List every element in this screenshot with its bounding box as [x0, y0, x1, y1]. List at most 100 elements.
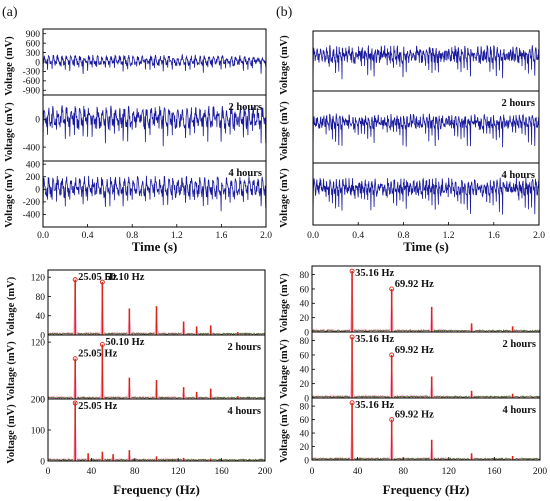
y-tick-label: 0 [40, 395, 45, 405]
y-axis-label: Voltage (mV) [6, 404, 17, 464]
y-axis-label: Voltage (mV) [4, 36, 15, 96]
peak-marker [72, 356, 78, 362]
x-axis-label: Frequency (Hz) [383, 482, 470, 497]
y-tick-label: 0 [35, 116, 40, 126]
peak-marker [349, 268, 355, 274]
peak-annotation: 25.05 Hz [78, 349, 117, 360]
subplot-note: 4 hours [502, 405, 536, 416]
y-tick-label: 400 [26, 160, 41, 170]
peak-annotation: 69.92 Hz [395, 345, 434, 356]
time-signal-trace [42, 175, 267, 214]
y-axis-label: Voltage (mV) [279, 168, 290, 228]
y-tick-label: 0 [304, 394, 309, 404]
peak-marker [389, 352, 395, 358]
y-tick-label: 20 [300, 380, 310, 390]
y-tick-label: 60 [300, 285, 310, 295]
y-axis-label: Voltage (mV) [279, 101, 290, 161]
y-tick-label: 600 [26, 39, 41, 49]
x-tick-label: 0.0 [37, 231, 49, 241]
y-axis-label: Voltage (mV) [4, 168, 15, 228]
x-tick-label: 80 [398, 467, 408, 477]
y-tick-label: 200 [31, 395, 46, 405]
y-tick-label: 40 [36, 312, 46, 322]
peak-marker [349, 400, 355, 406]
x-axis-label: Time (s) [403, 239, 449, 254]
y-tick-label: 0 [35, 58, 40, 68]
y-tick-label: -600 [23, 77, 41, 87]
panel-label-a: (a) [2, 5, 18, 20]
subplot-note: 4 hours [228, 168, 262, 179]
y-tick-label: 60 [300, 416, 310, 426]
x-tick-label: 200 [258, 467, 273, 477]
time-signal-trace [312, 44, 540, 83]
subplot-note: 4 hours [227, 406, 261, 417]
peak-annotation: 25.05 Hz [78, 401, 117, 412]
subplot-note: 2 hours [227, 342, 261, 353]
subplot-note: 2 hours [501, 98, 535, 109]
subplot-frame [312, 162, 540, 226]
y-axis-label: Voltage (mV) [6, 341, 17, 401]
y-tick-label: 40 [300, 366, 310, 376]
y-tick-label: 0 [35, 186, 40, 196]
y-tick-label: 0 [304, 456, 309, 466]
y-tick-label: -400 [23, 211, 41, 221]
x-tick-label: 40 [353, 467, 363, 477]
peak-marker [99, 342, 105, 347]
y-tick-label: 0 [40, 457, 45, 467]
x-tick-label: 120 [171, 467, 186, 477]
y-tick-label: 900 [26, 30, 41, 40]
x-axis-label: Frequency (Hz) [113, 482, 200, 497]
spectrum-floor [312, 394, 540, 398]
peak-marker [99, 279, 105, 285]
y-tick-label: 80 [300, 337, 310, 347]
y-tick-label: 100 [31, 426, 46, 436]
y-tick-label: 120 [31, 338, 46, 348]
x-axis-label: Time (s) [132, 239, 178, 254]
x-tick-label: 1.6 [215, 231, 227, 241]
y-tick-label: 120 [31, 274, 46, 284]
x-tick-label: 2.0 [533, 231, 545, 241]
y-tick-label: 200 [26, 173, 41, 183]
time-signal-trace [42, 53, 267, 75]
subplot-frame [42, 160, 267, 228]
y-tick-label: 20 [300, 314, 310, 324]
peak-annotation: 25.05 Hz [78, 272, 117, 283]
x-tick-label: 1.2 [443, 231, 455, 241]
x-tick-label: 1.6 [488, 231, 500, 241]
panel-label-b: (b) [276, 5, 293, 20]
y-tick-label: -400 [23, 143, 41, 153]
y-tick-label: 40 [300, 300, 310, 310]
y-tick-label: 20 [300, 443, 310, 453]
peak-marker [389, 286, 395, 292]
y-axis-label: Voltage (mV) [279, 339, 290, 399]
x-tick-label: 0.4 [82, 231, 94, 241]
x-tick-label: 200 [533, 467, 548, 477]
peak-marker [72, 400, 78, 406]
x-tick-label: 0.8 [126, 231, 138, 241]
y-axis-label: Voltage (mV) [4, 102, 15, 162]
peak-marker [349, 334, 355, 340]
x-tick-label: 160 [214, 467, 229, 477]
x-tick-label: 40 [87, 467, 97, 477]
peak-annotation: 50.10 Hz [105, 272, 144, 283]
subplot-frame [311, 265, 541, 333]
y-tick-label: 0 [304, 328, 309, 338]
y-axis-label: Voltage (mV) [279, 403, 290, 463]
subplot-note: 4 hours [501, 170, 535, 181]
y-tick-label: -300 [23, 68, 41, 78]
y-tick-label: 60 [300, 351, 310, 361]
y-axis-label: Voltage (mV) [279, 273, 290, 333]
peak-annotation: 35.16 Hz [355, 334, 394, 345]
peak-annotation: 35.16 Hz [355, 400, 394, 411]
y-tick-label: -200 [23, 198, 41, 208]
y-axis-label: Voltage (mV) [6, 276, 17, 336]
subplot-note: 2 hours [502, 339, 536, 350]
time-signal-trace [42, 105, 267, 149]
y-tick-label: 300 [26, 49, 41, 59]
y-tick-label: 80 [300, 402, 310, 412]
y-tick-label: 80 [36, 293, 46, 303]
x-tick-label: 0 [310, 467, 315, 477]
x-tick-label: 80 [130, 467, 140, 477]
